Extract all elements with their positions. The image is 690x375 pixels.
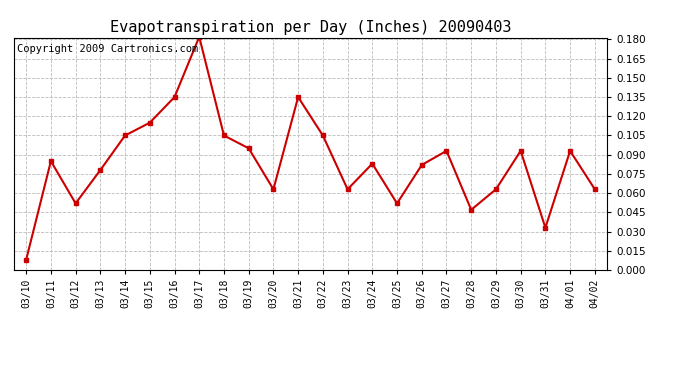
- Title: Evapotranspiration per Day (Inches) 20090403: Evapotranspiration per Day (Inches) 2009…: [110, 20, 511, 35]
- Text: Copyright 2009 Cartronics.com: Copyright 2009 Cartronics.com: [17, 45, 198, 54]
